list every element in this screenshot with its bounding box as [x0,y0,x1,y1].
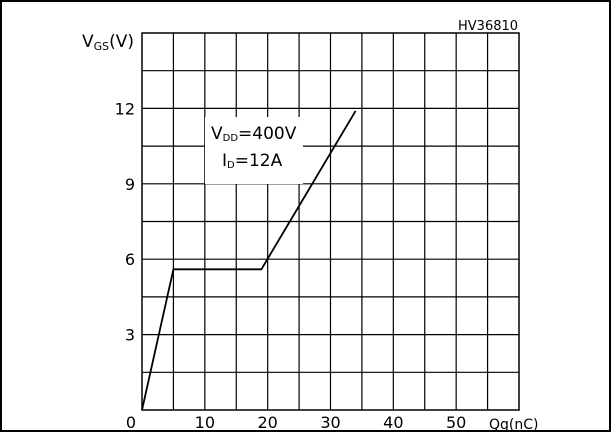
x-tick-label: 20 [257,413,277,432]
plot-area [141,32,520,411]
x-tick-label: 0 [126,413,136,432]
conditions-annotation: VDD=400V ID=12A [205,117,303,184]
y-tick-label: 3 [125,326,135,345]
series-group [141,110,357,411]
x-tick-label: 50 [446,413,466,432]
x-tick-labels: 0 10 20 30 40 50 [126,413,466,432]
y-tick-label: 6 [125,250,135,269]
series-line [141,110,357,411]
annotation-vdd: VDD=400V [211,124,297,144]
y-tick-label: 12 [115,99,135,118]
x-tick-label: 40 [383,413,403,432]
x-tick-label: 30 [320,413,340,432]
chart-grid [142,33,519,410]
y-tick-label: 9 [125,175,135,194]
y-tick-labels: 3 6 9 12 [115,99,135,344]
figure-code: HV36810 [458,19,518,34]
x-axis-label: Qg(nC) [489,417,538,432]
y-axis-label: VGS(V) [82,32,134,53]
annotation-id: ID=12A [222,151,283,171]
x-tick-label: 10 [195,413,215,432]
